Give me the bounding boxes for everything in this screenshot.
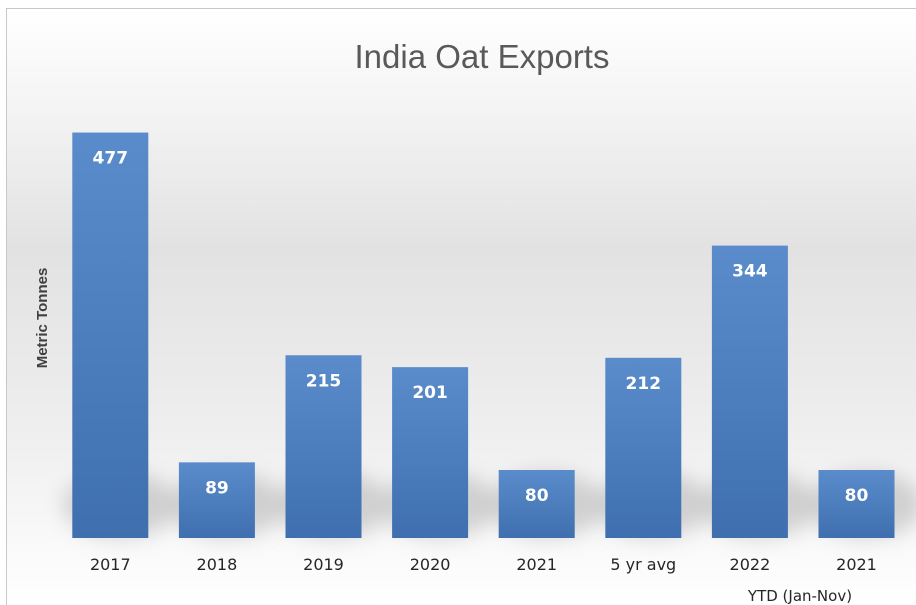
x-tick-label-7: 2022 (730, 555, 771, 574)
data-label-3: 215 (306, 371, 342, 391)
bar-1 (72, 133, 148, 538)
x-tick-label-4: 2020 (410, 555, 451, 574)
y-axis-label: Metric Tonnes (34, 268, 51, 369)
bars-group: 477 2017 89 2018 215 2019 201 2020 80 2021 212 5 yr… (63, 133, 916, 574)
x-tick-label-2: 2018 (197, 555, 238, 574)
data-label-6: 212 (626, 374, 662, 394)
x-tick-label-8: 2021 (836, 555, 877, 574)
data-label-1: 477 (93, 149, 129, 169)
data-label-2: 89 (205, 478, 229, 498)
data-label-5: 80 (525, 486, 549, 506)
bar-7 (712, 246, 788, 538)
x-tick-label-3: 2019 (303, 555, 344, 574)
ytd-annotation: YTD (Jan-Nov) (747, 587, 852, 604)
chart-title: India Oat Exports (355, 38, 610, 75)
data-label-4: 201 (412, 383, 448, 403)
x-tick-label-1: 2017 (90, 555, 131, 574)
data-label-7: 344 (732, 262, 768, 282)
x-tick-label-5: 2021 (516, 555, 557, 574)
x-tick-label-6: 5 yr avg (610, 555, 676, 574)
bar-2 (179, 462, 255, 538)
data-label-8: 80 (845, 486, 869, 506)
